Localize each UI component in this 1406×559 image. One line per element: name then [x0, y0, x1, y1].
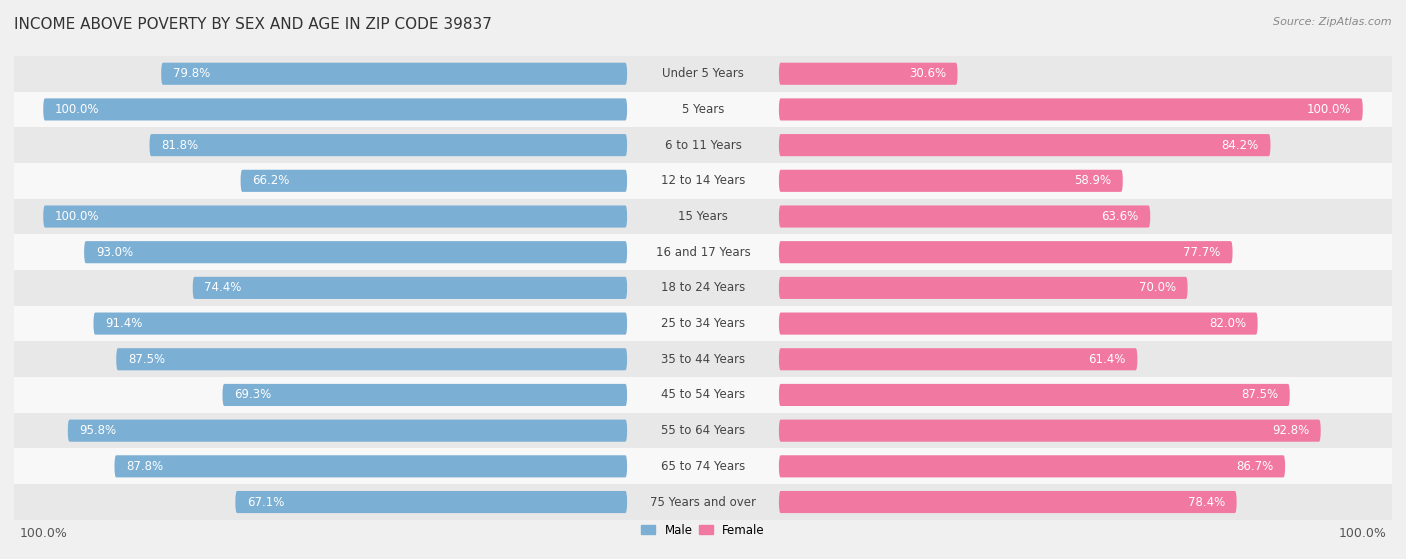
FancyBboxPatch shape [779, 384, 1289, 406]
FancyBboxPatch shape [93, 312, 627, 335]
Text: 81.8%: 81.8% [162, 139, 198, 151]
Text: 93.0%: 93.0% [96, 246, 134, 259]
Text: 58.9%: 58.9% [1074, 174, 1111, 187]
Text: 61.4%: 61.4% [1088, 353, 1126, 366]
Text: 78.4%: 78.4% [1188, 495, 1225, 509]
Legend: Male, Female: Male, Female [637, 519, 769, 542]
FancyBboxPatch shape [193, 277, 627, 299]
Text: 35 to 44 Years: 35 to 44 Years [661, 353, 745, 366]
Text: 55 to 64 Years: 55 to 64 Years [661, 424, 745, 437]
Text: 82.0%: 82.0% [1209, 317, 1246, 330]
FancyBboxPatch shape [779, 348, 1137, 370]
Text: 95.8%: 95.8% [80, 424, 117, 437]
Text: 65 to 74 Years: 65 to 74 Years [661, 460, 745, 473]
Text: 15 Years: 15 Years [678, 210, 728, 223]
Text: 5 Years: 5 Years [682, 103, 724, 116]
Text: 16 and 17 Years: 16 and 17 Years [655, 246, 751, 259]
FancyBboxPatch shape [117, 348, 627, 370]
Text: 87.8%: 87.8% [127, 460, 163, 473]
Text: 67.1%: 67.1% [247, 495, 284, 509]
FancyBboxPatch shape [779, 455, 1285, 477]
Text: Source: ZipAtlas.com: Source: ZipAtlas.com [1274, 17, 1392, 27]
Bar [14, 270, 1392, 306]
Bar [14, 163, 1392, 198]
Bar [14, 198, 1392, 234]
Text: 100.0%: 100.0% [1306, 103, 1351, 116]
FancyBboxPatch shape [779, 63, 957, 85]
Bar [14, 413, 1392, 448]
Bar [14, 484, 1392, 520]
Text: 87.5%: 87.5% [1241, 389, 1278, 401]
Text: 91.4%: 91.4% [105, 317, 142, 330]
FancyBboxPatch shape [779, 277, 1188, 299]
FancyBboxPatch shape [44, 98, 627, 121]
FancyBboxPatch shape [149, 134, 627, 156]
FancyBboxPatch shape [44, 206, 627, 228]
FancyBboxPatch shape [779, 312, 1257, 335]
Text: 66.2%: 66.2% [252, 174, 290, 187]
Text: 74.4%: 74.4% [204, 281, 242, 295]
FancyBboxPatch shape [779, 491, 1237, 513]
Text: Under 5 Years: Under 5 Years [662, 67, 744, 80]
Text: 86.7%: 86.7% [1236, 460, 1274, 473]
FancyBboxPatch shape [779, 241, 1233, 263]
Bar [14, 448, 1392, 484]
FancyBboxPatch shape [240, 170, 627, 192]
Bar [14, 56, 1392, 92]
Text: 63.6%: 63.6% [1101, 210, 1139, 223]
Text: 18 to 24 Years: 18 to 24 Years [661, 281, 745, 295]
Text: 100.0%: 100.0% [55, 103, 100, 116]
FancyBboxPatch shape [779, 134, 1271, 156]
FancyBboxPatch shape [84, 241, 627, 263]
Text: 79.8%: 79.8% [173, 67, 209, 80]
FancyBboxPatch shape [779, 170, 1123, 192]
Bar [14, 127, 1392, 163]
FancyBboxPatch shape [779, 420, 1320, 442]
Bar [14, 342, 1392, 377]
Bar [14, 306, 1392, 342]
FancyBboxPatch shape [162, 63, 627, 85]
Text: 75 Years and over: 75 Years and over [650, 495, 756, 509]
Text: 92.8%: 92.8% [1272, 424, 1309, 437]
Text: 77.7%: 77.7% [1184, 246, 1220, 259]
Bar [14, 234, 1392, 270]
Bar [14, 92, 1392, 127]
Text: 100.0%: 100.0% [20, 527, 67, 540]
Text: 69.3%: 69.3% [235, 389, 271, 401]
Text: 87.5%: 87.5% [128, 353, 165, 366]
Text: INCOME ABOVE POVERTY BY SEX AND AGE IN ZIP CODE 39837: INCOME ABOVE POVERTY BY SEX AND AGE IN Z… [14, 17, 492, 32]
Text: 25 to 34 Years: 25 to 34 Years [661, 317, 745, 330]
Text: 6 to 11 Years: 6 to 11 Years [665, 139, 741, 151]
Text: 84.2%: 84.2% [1222, 139, 1258, 151]
Text: 12 to 14 Years: 12 to 14 Years [661, 174, 745, 187]
Text: 70.0%: 70.0% [1139, 281, 1175, 295]
Text: 100.0%: 100.0% [55, 210, 100, 223]
FancyBboxPatch shape [114, 455, 627, 477]
Text: 100.0%: 100.0% [1339, 527, 1386, 540]
FancyBboxPatch shape [67, 420, 627, 442]
FancyBboxPatch shape [235, 491, 627, 513]
Text: 45 to 54 Years: 45 to 54 Years [661, 389, 745, 401]
Bar [14, 377, 1392, 413]
FancyBboxPatch shape [222, 384, 627, 406]
FancyBboxPatch shape [779, 98, 1362, 121]
Text: 30.6%: 30.6% [908, 67, 946, 80]
FancyBboxPatch shape [779, 206, 1150, 228]
